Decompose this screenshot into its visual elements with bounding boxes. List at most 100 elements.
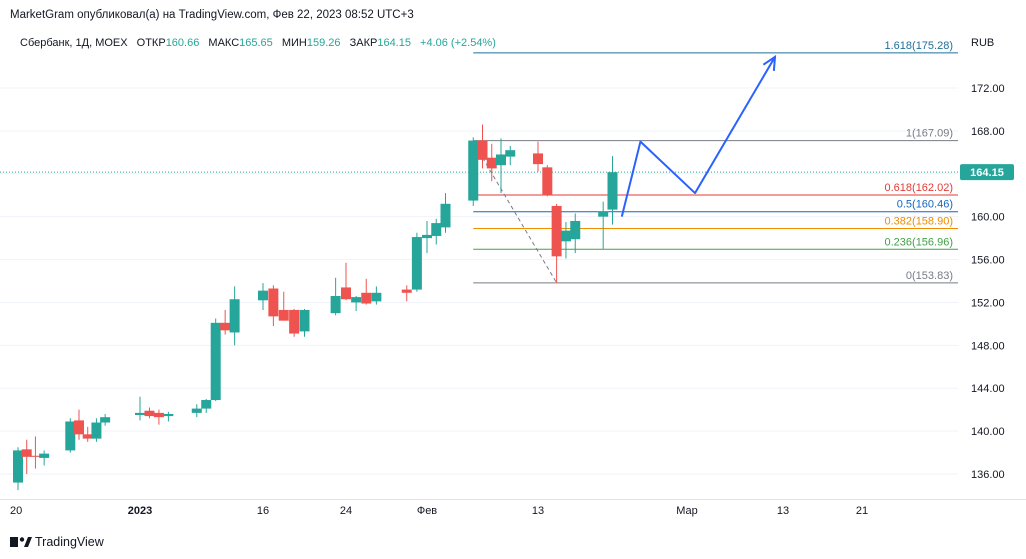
candle[interactable] — [542, 165, 553, 197]
candle-body — [330, 296, 341, 314]
candle-body — [39, 453, 50, 458]
fib-trend-line[interactable] — [482, 157, 558, 284]
x-tick-label: 13 — [777, 505, 789, 517]
candle[interactable] — [411, 232, 422, 292]
candle[interactable] — [210, 318, 221, 402]
forecast-path[interactable] — [620, 56, 776, 217]
candle-body — [551, 205, 562, 257]
candle[interactable] — [361, 278, 372, 305]
candle-body — [74, 420, 84, 435]
forecast-layer — [620, 54, 777, 217]
candle-body — [496, 154, 506, 166]
candle[interactable] — [278, 291, 289, 321]
candle[interactable] — [82, 426, 93, 442]
candle[interactable] — [30, 436, 41, 469]
candle-body — [100, 417, 111, 423]
candle[interactable] — [201, 398, 212, 413]
high-label: МАКС — [208, 37, 239, 49]
candle[interactable] — [570, 213, 581, 254]
y-tick-label: 152.00 — [971, 297, 1005, 309]
candle-body — [440, 203, 451, 228]
candle-body — [401, 289, 412, 293]
candle[interactable] — [431, 218, 442, 245]
fib-level-label: 0.382(158.90) — [885, 215, 954, 227]
candle-body — [82, 434, 93, 439]
candle[interactable] — [13, 447, 23, 491]
candle[interactable] — [220, 309, 231, 335]
candle[interactable] — [153, 409, 164, 425]
open-value: 160.66 — [166, 37, 200, 49]
change-value: +4.06 (+2.54%) — [420, 37, 496, 49]
candle[interactable] — [341, 262, 351, 301]
candle-body — [65, 421, 76, 451]
y-tick-label: 148.00 — [971, 340, 1005, 352]
y-axis: 172.00168.00164.00160.00156.00152.00148.… — [960, 83, 1014, 481]
x-tick-label: 16 — [257, 505, 269, 517]
candle[interactable] — [598, 201, 609, 249]
candle-body — [135, 412, 145, 416]
candle[interactable] — [422, 220, 432, 254]
candle[interactable] — [607, 156, 618, 225]
candle[interactable] — [258, 283, 268, 310]
candle-body — [220, 322, 231, 331]
fib-level-label: 0(153.83) — [906, 270, 953, 282]
high-value: 165.65 — [239, 37, 273, 49]
candle[interactable] — [533, 141, 543, 172]
low-label: МИН — [282, 37, 307, 49]
close-value: 164.15 — [377, 37, 411, 49]
candle-body — [144, 410, 155, 417]
candle-body — [361, 292, 372, 304]
currency-label: RUB — [971, 37, 994, 49]
candle[interactable] — [100, 413, 111, 426]
candle-body — [468, 140, 479, 201]
candle[interactable] — [505, 145, 516, 166]
low-value: 159.26 — [307, 37, 341, 49]
candle[interactable] — [401, 285, 412, 302]
candle[interactable] — [39, 450, 50, 466]
candle[interactable] — [191, 404, 202, 418]
candle[interactable] — [371, 286, 382, 305]
candle[interactable] — [144, 407, 155, 419]
close-label: ЗАКР — [350, 37, 378, 49]
y-tick-label: 140.00 — [971, 426, 1005, 438]
open-label: ОТКР — [137, 37, 166, 49]
candle-body — [13, 450, 23, 483]
candle-body — [431, 223, 442, 236]
candle[interactable] — [299, 308, 310, 337]
candle[interactable] — [440, 193, 451, 233]
candle-body — [30, 455, 41, 457]
candle-body — [191, 408, 202, 413]
x-tick-label: 13 — [532, 505, 544, 517]
candle-body — [163, 413, 174, 417]
candle[interactable] — [268, 285, 279, 327]
candle[interactable] — [468, 137, 479, 206]
candle-body — [229, 299, 240, 333]
x-tick-label: 20 — [10, 505, 22, 517]
candle[interactable] — [289, 308, 300, 337]
candle-body — [560, 230, 571, 242]
candle-body — [533, 153, 543, 165]
candle[interactable] — [229, 286, 240, 346]
candle[interactable] — [551, 203, 562, 284]
candle[interactable] — [21, 439, 32, 474]
tradingview-logo-icon[interactable] — [10, 537, 32, 547]
fib-retracement-tool: 1.618(175.28) 1(167.09) 0.618(162.02) 0.5(1… — [473, 40, 958, 284]
candle[interactable] — [330, 277, 341, 316]
candle[interactable] — [560, 222, 571, 259]
x-tick-label: 2023 — [128, 505, 152, 517]
candle[interactable] — [74, 409, 84, 440]
candle[interactable] — [65, 418, 76, 453]
candle[interactable] — [496, 138, 506, 194]
candle[interactable] — [163, 411, 174, 422]
candle[interactable] — [91, 418, 102, 442]
candle[interactable] — [351, 296, 362, 312]
candle-body — [299, 309, 310, 332]
candle-body — [607, 172, 618, 210]
candles-layer — [13, 124, 618, 491]
candle[interactable] — [135, 396, 145, 421]
tradingview-brand[interactable]: TradingView — [35, 535, 105, 549]
last-price-tag — [960, 164, 1014, 181]
candle[interactable] — [477, 124, 488, 169]
candle[interactable] — [486, 143, 497, 182]
